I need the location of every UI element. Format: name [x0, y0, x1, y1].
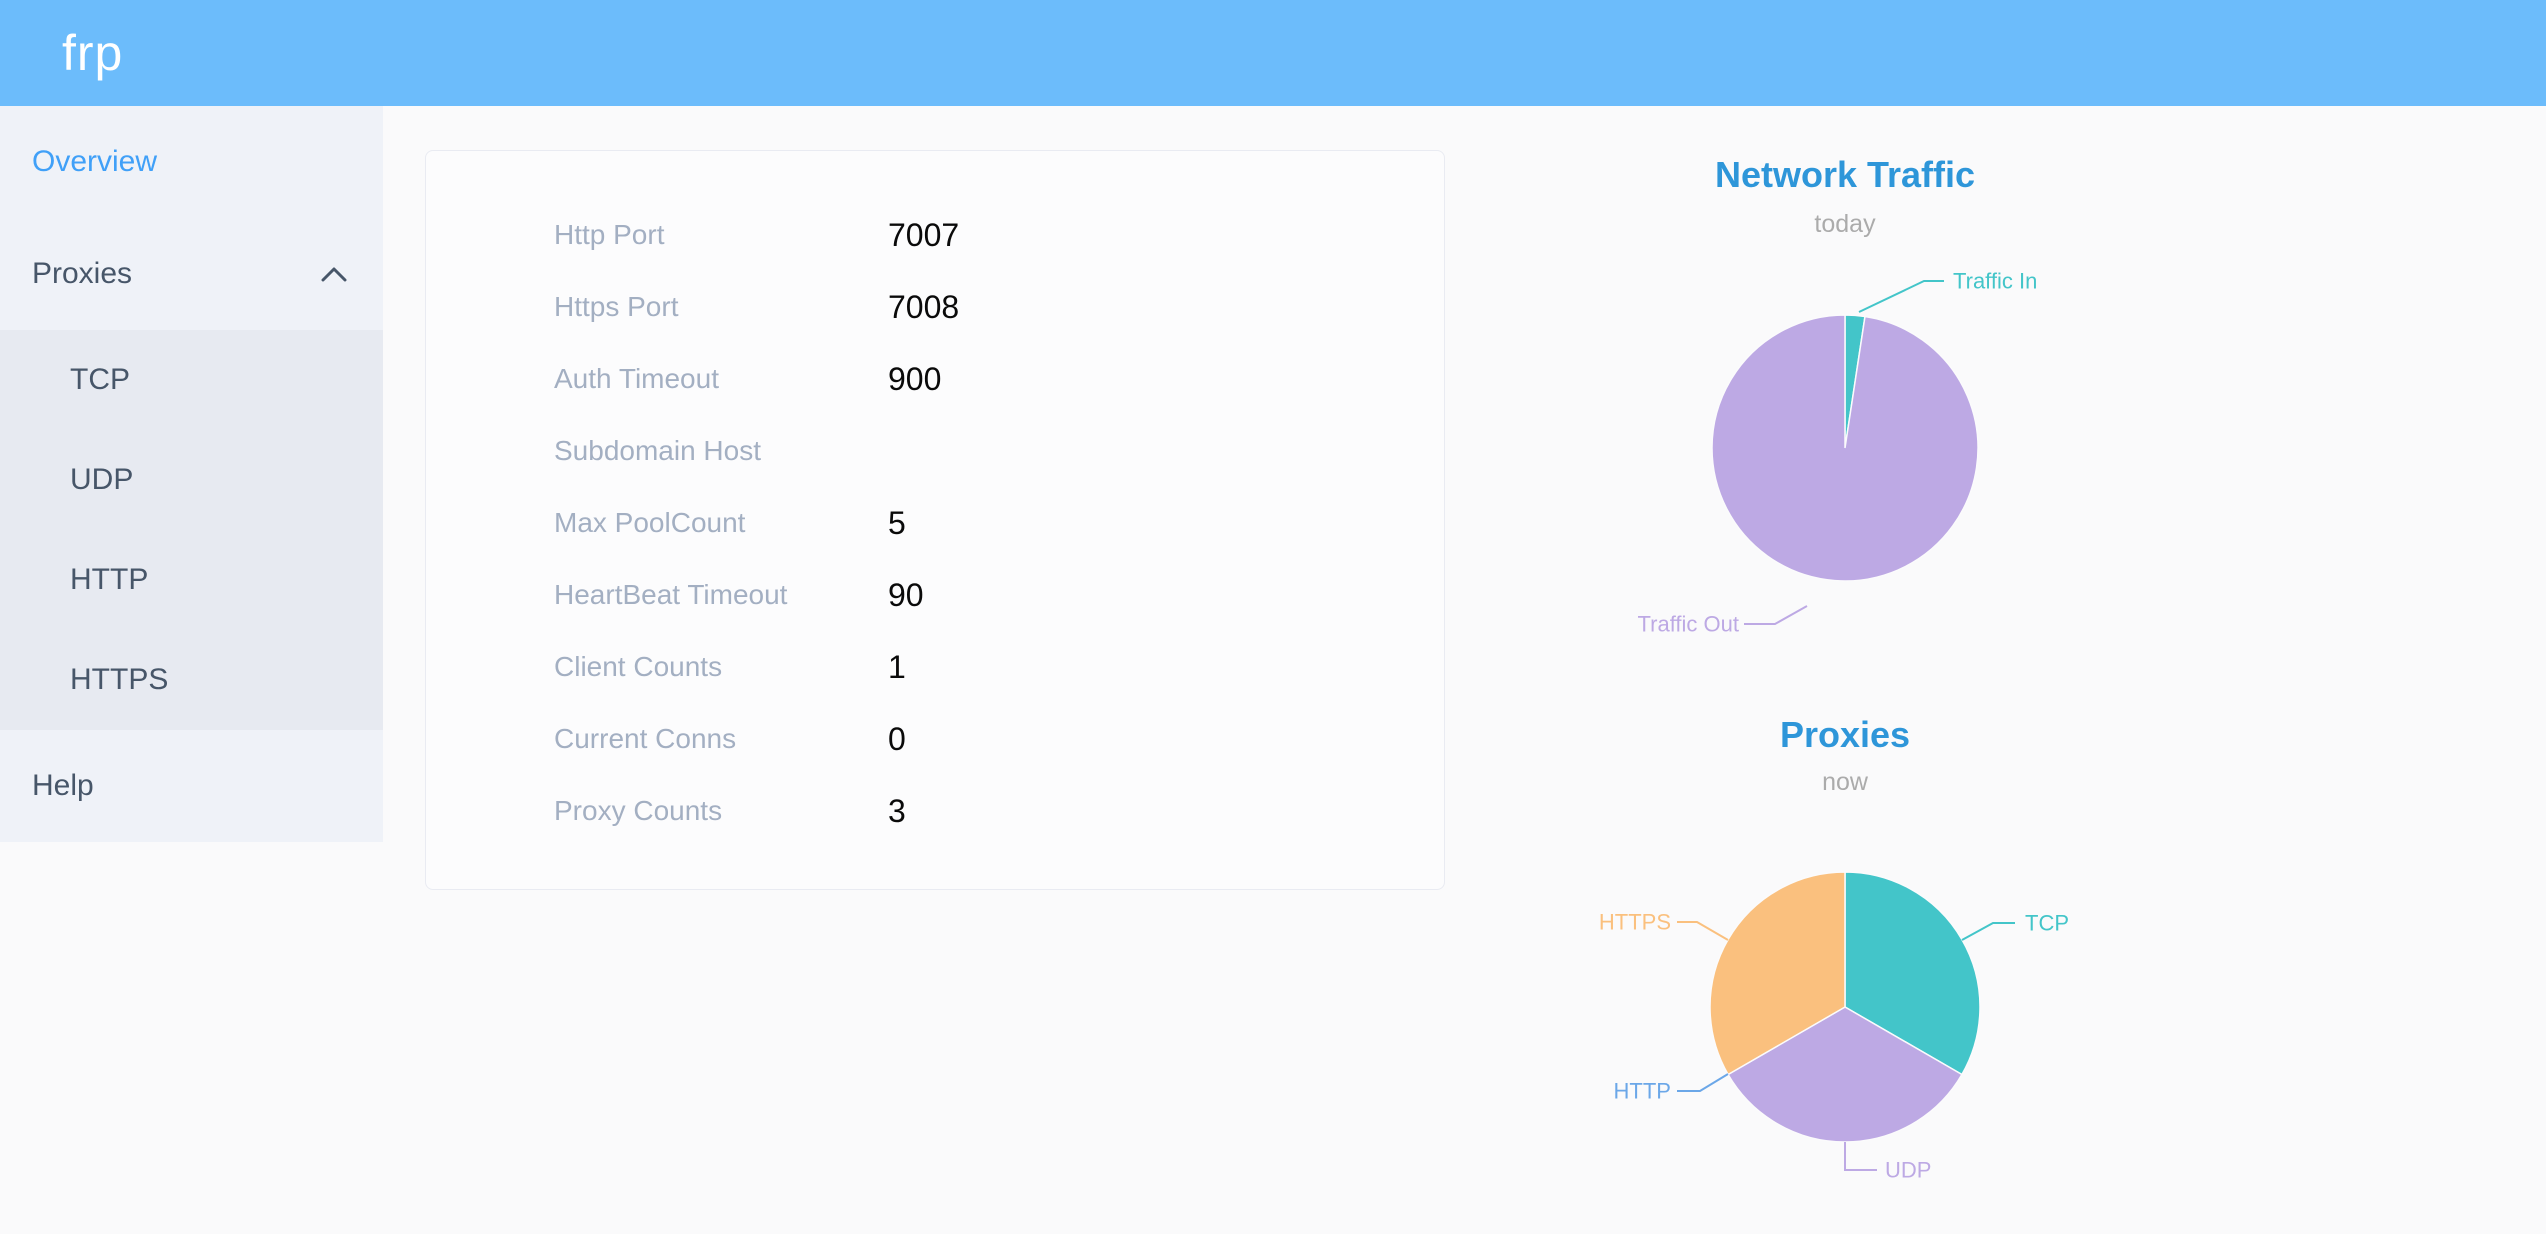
config-row: Https Port 7008 [554, 271, 1444, 343]
config-label: Client Counts [554, 651, 723, 682]
pie-label-line-traffic-out [1744, 605, 1808, 625]
pie-label-tcp: TCP [2025, 911, 2069, 936]
sidebar-item-udp-label: UDP [70, 463, 134, 496]
config-value: 1 [888, 648, 906, 685]
sidebar-item-http[interactable]: HTTP [0, 530, 383, 630]
pie-label-line-traffic-in [1858, 280, 1944, 313]
sidebar-item-tcp[interactable]: TCP [0, 330, 383, 430]
pie-label-udp: UDP [1885, 1158, 1931, 1183]
sidebar-item-proxies-label: Proxies [32, 257, 133, 290]
config-row: Proxy Counts 3 [554, 775, 1444, 847]
config-row: HeartBeat Timeout 90 [554, 559, 1444, 631]
pie-label-line-udp [1844, 1142, 1877, 1171]
config-label: Proxy Counts [554, 795, 723, 826]
config-value: 90 [888, 576, 924, 613]
proxies-pie: TCP UDP HTTP HTTPS [1599, 871, 2069, 1183]
sidebar-item-https[interactable]: HTTPS [0, 630, 383, 730]
sidebar-item-proxies[interactable]: Proxies [0, 218, 383, 330]
config-label: Auth Timeout [554, 363, 719, 394]
pie-label-http: HTTP [1614, 1079, 1671, 1104]
sidebar-item-help-label: Help [32, 769, 94, 802]
config-value: 5 [888, 504, 906, 541]
config-row: Auth Timeout 900 [554, 343, 1444, 415]
sidebar-item-help[interactable]: Help [0, 730, 383, 842]
pie-label-line-tcp [1961, 922, 2015, 941]
config-label: Current Conns [554, 723, 737, 754]
config-label: Subdomain Host [554, 435, 762, 466]
config-label: Https Port [554, 291, 679, 322]
config-label: HeartBeat Timeout [554, 579, 788, 610]
proxies-chart: Proxies now TCP UDP HTTP HTTPS [1545, 700, 2145, 1234]
pie-label-https: HTTPS [1599, 910, 1671, 935]
config-row: Max PoolCount 5 [554, 487, 1444, 559]
sidebar-item-https-label: HTTPS [70, 663, 169, 696]
sidebar-item-overview-label: Overview [32, 145, 158, 178]
network-traffic-pie: Traffic In Traffic Out [1638, 269, 2038, 637]
sidebar-item-overview[interactable]: Overview [0, 106, 383, 218]
chevron-up-icon [321, 267, 347, 281]
app-header: frp [0, 0, 2546, 106]
network-traffic-subtitle: today [1814, 210, 1876, 238]
config-row: Current Conns 0 [554, 703, 1444, 775]
sidebar-item-udp[interactable]: UDP [0, 430, 383, 530]
pie-label-line-https [1677, 921, 1729, 941]
config-value: 7008 [888, 288, 960, 325]
config-label: Max PoolCount [554, 507, 746, 538]
pie-slice-traffic-out[interactable] [1711, 314, 1979, 582]
config-label: Http Port [554, 219, 665, 250]
config-value: 0 [888, 720, 906, 757]
pie-slice-udp[interactable] [1727, 1006, 1963, 1143]
proxies-title: Proxies [1779, 714, 1911, 755]
config-value: 3 [888, 792, 906, 829]
config-row: Subdomain Host [554, 415, 1444, 487]
config-row: Http Port 7007 [554, 199, 1444, 271]
sidebar: Overview Proxies TCP UDP HTTP HTTPS Help [0, 106, 383, 842]
config-row: Client Counts 1 [554, 631, 1444, 703]
pie-label-line-http [1677, 1073, 1729, 1092]
proxies-subtitle: now [1822, 768, 1868, 796]
network-traffic-title: Network Traffic [1714, 154, 1976, 195]
sidebar-item-tcp-label: TCP [70, 363, 130, 396]
pie-label-traffic-in: Traffic In [1953, 269, 2037, 294]
frp-logo: frp [62, 25, 124, 81]
sidebar-item-http-label: HTTP [70, 563, 149, 596]
proxies-submenu: TCP UDP HTTP HTTPS [0, 330, 383, 730]
server-info-panel: Http Port 7007 Https Port 7008 Auth Time… [425, 150, 1445, 890]
pie-label-traffic-out: Traffic Out [1638, 612, 1739, 637]
config-value: 7007 [888, 216, 960, 253]
config-value: 900 [888, 360, 942, 397]
network-traffic-chart: Network Traffic today Traffic In Traffic … [1545, 140, 2145, 700]
